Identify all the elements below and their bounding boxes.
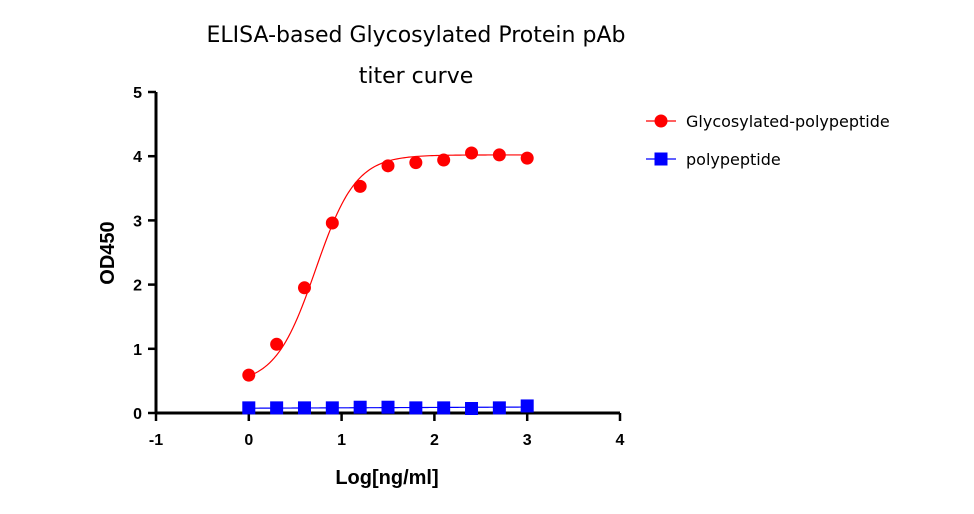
data-point-polypeptide <box>325 401 339 415</box>
data-point-polypeptide <box>242 401 256 415</box>
x-tick-label: 3 <box>523 432 532 449</box>
data-point-glycosylated <box>492 148 506 162</box>
chart-title-line2: titer curve <box>359 64 474 89</box>
data-point-glycosylated <box>325 216 339 230</box>
y-tick-label: 4 <box>133 149 142 166</box>
legend-entry-label: polypeptide <box>686 150 781 169</box>
legend: Glycosylated-polypeptide polypeptide <box>646 112 890 169</box>
x-tick-label: 0 <box>244 432 253 449</box>
y-axis-label: OD450 <box>97 221 119 284</box>
data-point-polypeptide <box>520 399 534 413</box>
data-point-polypeptide <box>297 401 311 415</box>
data-point-polypeptide <box>465 402 479 416</box>
x-tick-label: 4 <box>616 432 625 449</box>
data-point-polypeptide <box>409 401 423 415</box>
data-point-glycosylated <box>465 146 479 160</box>
chart-title-line1: ELISA-based Glycosylated Protein pAb <box>207 23 626 48</box>
data-point-glycosylated <box>520 151 534 165</box>
data-point-polypeptide <box>270 401 284 415</box>
data-point-glycosylated <box>270 337 284 351</box>
legend-marker-circle <box>654 114 668 128</box>
data-point-polypeptide <box>492 401 506 415</box>
data-point-glycosylated <box>381 159 395 173</box>
x-tick-label: 1 <box>337 432 346 449</box>
data-point-glycosylated <box>353 179 367 193</box>
data-point-glycosylated <box>297 281 311 295</box>
x-axis-label: Log[ng/ml] <box>335 467 438 489</box>
y-tick-label: 2 <box>133 278 142 295</box>
x-tick-label: 2 <box>430 432 439 449</box>
legend-entry-label: Glycosylated-polypeptide <box>686 112 890 131</box>
data-point-polypeptide <box>437 401 451 415</box>
y-tick-label: 1 <box>133 342 142 359</box>
data-point-polypeptide <box>381 400 395 414</box>
data-point-glycosylated <box>409 156 423 170</box>
data-point-glycosylated <box>242 368 256 382</box>
y-tick-label: 3 <box>133 213 142 230</box>
axes: -1 0 1 2 3 4 0 1 2 3 4 5 <box>133 85 624 449</box>
x-tick-label: -1 <box>149 432 163 449</box>
legend-marker-square <box>654 152 668 166</box>
y-tick-label: 5 <box>133 85 142 102</box>
y-tick-label: 0 <box>133 406 142 423</box>
fit-curves <box>248 154 528 409</box>
data-point-polypeptide <box>353 400 367 414</box>
data-points <box>242 146 534 416</box>
fit-curve-1 <box>248 154 528 377</box>
data-point-glycosylated <box>437 153 451 167</box>
